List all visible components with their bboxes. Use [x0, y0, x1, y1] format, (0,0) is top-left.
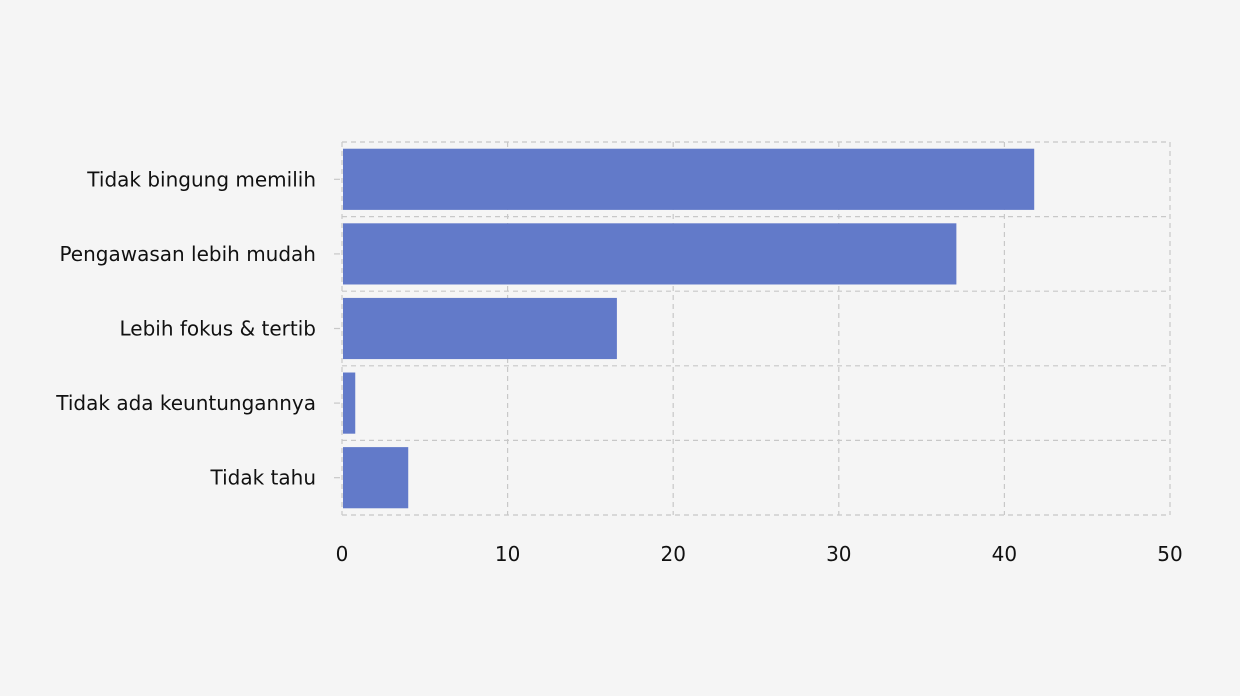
x-tick-label: 0 — [336, 542, 349, 566]
bar — [343, 447, 409, 509]
x-tick-label: 30 — [826, 542, 851, 566]
bar — [343, 223, 957, 285]
category-label: Pengawasan lebih mudah — [59, 242, 316, 266]
bar — [343, 297, 617, 360]
category-label: Tidak ada keuntungannya — [55, 391, 316, 415]
bar — [343, 148, 1035, 210]
category-label: Tidak tahu — [210, 466, 317, 490]
bar-layer — [343, 148, 1035, 509]
grid-layer — [341, 141, 1171, 516]
value-axis: 0 10 20 30 40 50 — [336, 542, 1183, 566]
category-label: Tidak bingung memilih — [86, 167, 316, 191]
x-tick-label: 20 — [660, 542, 685, 566]
category-axis: Tidak bingung memilih Pengawasan lebih mu… — [55, 167, 340, 490]
bar — [343, 372, 356, 434]
x-tick-label: 50 — [1157, 542, 1182, 566]
x-tick-label: 10 — [495, 542, 520, 566]
x-tick-label: 40 — [992, 542, 1017, 566]
category-label: Lebih fokus & tertib — [120, 317, 317, 341]
